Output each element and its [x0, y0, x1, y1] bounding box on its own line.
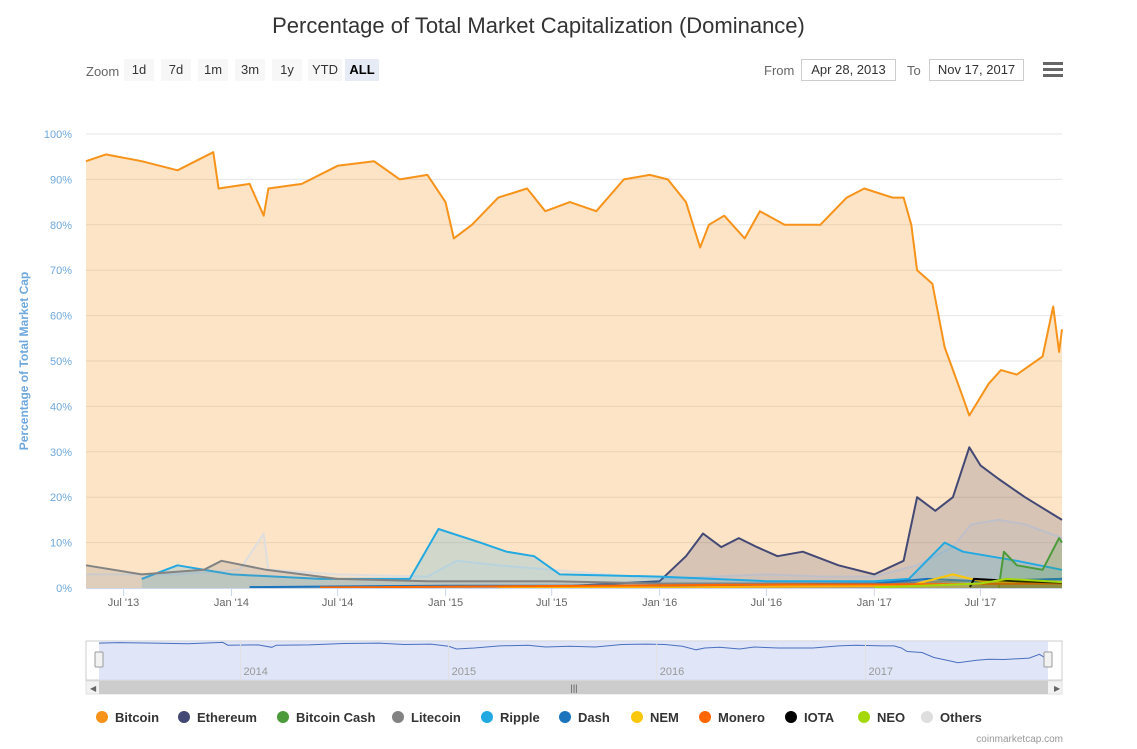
y-tick-label: 100%: [44, 129, 72, 141]
scrollbar-thumb[interactable]: [99, 681, 1048, 694]
navigator-handle-right[interactable]: [1043, 651, 1053, 668]
to-date-input[interactable]: Nov 17, 2017: [929, 59, 1024, 81]
x-tick-label: Jul '17: [965, 597, 996, 609]
series-area-ethereum: [573, 447, 1062, 588]
series-area-neo: [874, 578, 1062, 588]
credits-link[interactable]: coinmarketcap.com: [976, 734, 1063, 745]
scrollbar-grip-icon: |||: [570, 683, 577, 693]
x-tick-label: Jul '13: [108, 597, 139, 609]
legend-dot: [921, 711, 933, 723]
legend-item-litecoin[interactable]: Litecoin: [392, 708, 461, 728]
legend-label: Others: [940, 710, 982, 725]
legend-label: Bitcoin: [115, 710, 160, 725]
series-line-ethereum: [573, 446, 1063, 587]
legend-item-ethereum[interactable]: Ethereum: [178, 708, 257, 728]
legend-label: Litecoin: [411, 710, 461, 725]
scroll-left-arrow-icon[interactable]: ◀: [90, 684, 97, 693]
legend-item-monero[interactable]: Monero: [699, 708, 765, 728]
legend-item-neo[interactable]: NEO: [858, 708, 905, 728]
navigator-year-label: 2016: [660, 666, 684, 678]
legend-dot: [277, 711, 289, 723]
navigator-series-line: [98, 641, 1049, 664]
legend-dot: [631, 711, 643, 723]
legend-label: Monero: [718, 710, 765, 725]
y-tick-label: 0%: [56, 583, 72, 595]
legend-item-iota[interactable]: IOTA: [785, 708, 834, 728]
to-label: To: [907, 63, 921, 78]
y-tick-label: 30%: [50, 447, 72, 459]
series-line-ripple: [141, 528, 1063, 583]
legend-dot: [559, 711, 571, 723]
range-toolbar: Zoom 1d 7d 1m 3m 1y YTD ALL From Apr 28,…: [86, 58, 1063, 84]
scroll-right-arrow-icon[interactable]: ▶: [1054, 684, 1061, 693]
series-line-bitcoin-cash: [997, 537, 1063, 589]
legend-label: Ripple: [500, 710, 540, 725]
x-tick-label: Jul '16: [751, 597, 782, 609]
legend-dot: [699, 711, 711, 723]
x-tick-label: Jan '14: [214, 597, 249, 609]
series-line-neo: [874, 577, 1063, 589]
legend-item-bitcoin-cash[interactable]: Bitcoin Cash: [277, 708, 375, 728]
zoom-label: Zoom: [86, 64, 120, 79]
legend-dot: [481, 711, 493, 723]
legend-dot: [392, 711, 404, 723]
y-tick-label: 80%: [50, 220, 72, 232]
zoom-1m-button[interactable]: 1m: [198, 59, 228, 81]
y-tick-label: 60%: [50, 311, 72, 323]
chart-title: Percentage of Total Market Capitalizatio…: [272, 13, 805, 38]
legend-label: NEM: [650, 710, 679, 725]
zoom-3m-button[interactable]: 3m: [235, 59, 265, 81]
legend-label: IOTA: [804, 710, 835, 725]
series-area-litecoin: [86, 560, 1062, 588]
legend-item-nem[interactable]: NEM: [631, 708, 679, 728]
from-date-input[interactable]: Apr 28, 2013: [801, 59, 896, 81]
legend-dot: [785, 711, 797, 723]
navigator-year-label: 2015: [452, 666, 476, 678]
series-area-bitcoin-cash: [998, 538, 1062, 588]
zoom-7d-button[interactable]: 7d: [161, 59, 191, 81]
y-tick-label: 10%: [50, 538, 72, 550]
navigator-selection: [99, 641, 1048, 680]
navigator-handle-left[interactable]: [94, 651, 104, 668]
legend-item-others[interactable]: Others: [921, 708, 982, 728]
zoom-ytd-button[interactable]: YTD: [308, 59, 342, 81]
series-line-bitcoin: [85, 151, 1063, 417]
legend-label: Ethereum: [197, 710, 257, 725]
navigator-year-label: 2017: [869, 666, 893, 678]
x-tick-label: Jul '14: [322, 597, 353, 609]
x-tick-label: Jul '15: [536, 597, 567, 609]
y-tick-label: 20%: [50, 492, 72, 504]
y-tick-label: 40%: [50, 401, 72, 413]
legend-label: NEO: [877, 710, 906, 725]
series-area-bitcoin: [86, 152, 1062, 588]
legend-dot: [858, 711, 870, 723]
x-tick-label: Jan '15: [428, 597, 463, 609]
legend-item-bitcoin[interactable]: Bitcoin: [96, 708, 159, 728]
zoom-1d-button[interactable]: 1d: [124, 59, 154, 81]
x-tick-label: Jan '16: [642, 597, 677, 609]
y-tick-label: 70%: [50, 265, 72, 277]
y-axis-title: Percentage of Total Market Cap: [17, 272, 31, 451]
zoom-1y-button[interactable]: 1y: [272, 59, 302, 81]
legend-label: Bitcoin Cash: [296, 710, 376, 725]
from-label: From: [764, 63, 795, 78]
legend-dot: [96, 711, 108, 723]
legend-item-dash[interactable]: Dash: [559, 708, 610, 728]
y-tick-label: 90%: [50, 174, 72, 186]
y-tick-label: 50%: [50, 356, 72, 368]
legend-label: Dash: [578, 710, 610, 725]
x-tick-label: Jan '17: [857, 597, 892, 609]
navigator-year-label: 2014: [243, 666, 267, 678]
legend-dot: [178, 711, 190, 723]
legend-item-ripple[interactable]: Ripple: [481, 708, 540, 728]
zoom-all-button[interactable]: ALL: [345, 59, 379, 81]
hamburger-menu-icon[interactable]: [1043, 62, 1063, 78]
